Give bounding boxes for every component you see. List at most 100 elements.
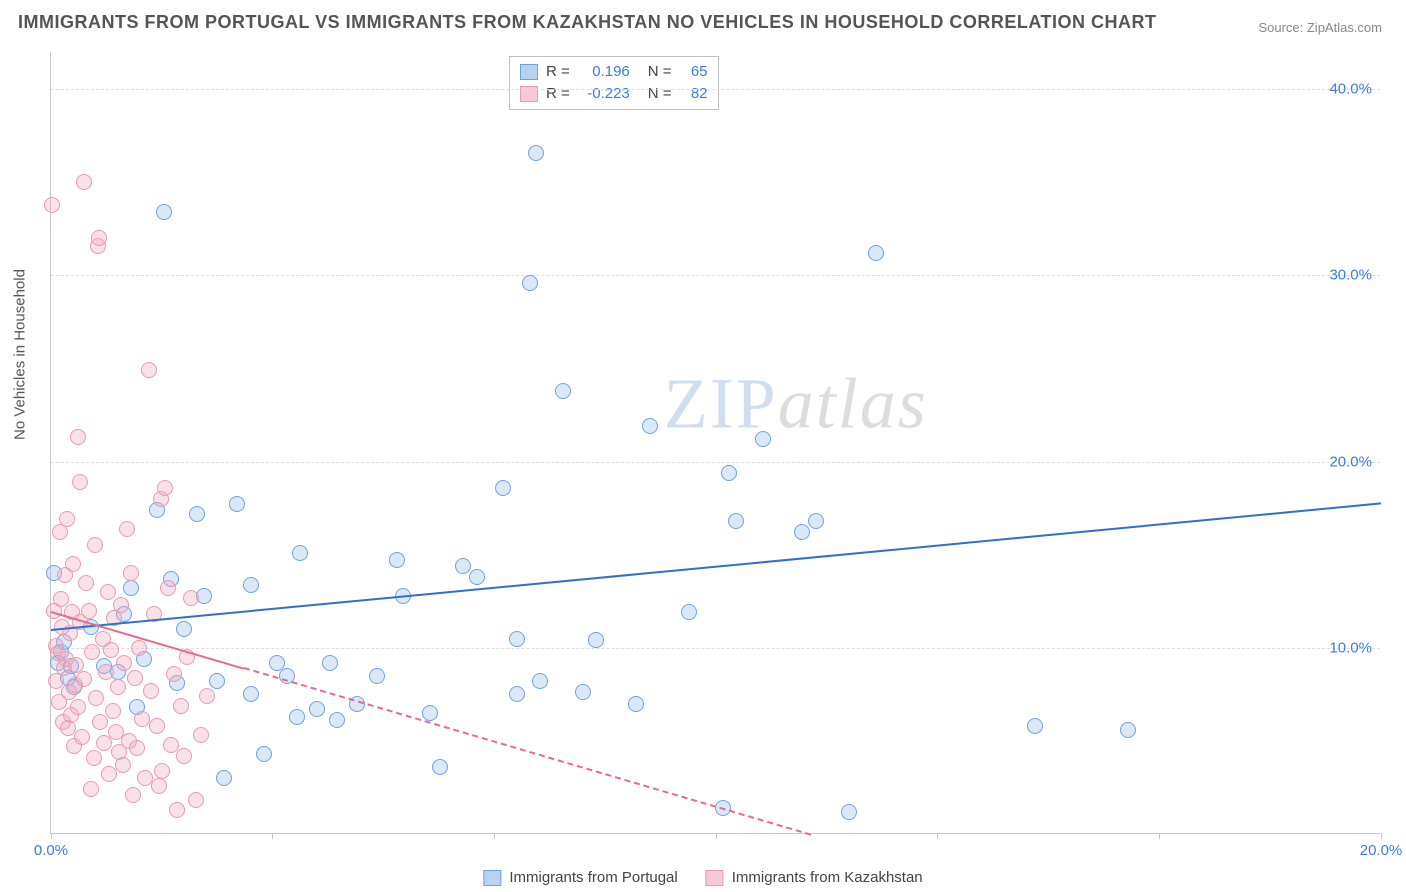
stat-n-label: N = xyxy=(648,83,672,105)
data-point xyxy=(86,750,102,766)
data-point xyxy=(455,558,471,574)
data-point xyxy=(189,506,205,522)
data-point xyxy=(87,537,103,553)
data-point xyxy=(65,556,81,572)
data-point xyxy=(88,690,104,706)
chart-title: IMMIGRANTS FROM PORTUGAL VS IMMIGRANTS F… xyxy=(18,12,1156,33)
data-point xyxy=(329,712,345,728)
source-prefix: Source: xyxy=(1258,20,1306,35)
data-point xyxy=(160,580,176,596)
data-point xyxy=(309,701,325,717)
source-attribution: Source: ZipAtlas.com xyxy=(1258,20,1382,35)
data-point xyxy=(44,197,60,213)
stat-r-value: -0.223 xyxy=(578,83,630,105)
data-point xyxy=(151,778,167,794)
data-point xyxy=(289,709,305,725)
data-point xyxy=(728,513,744,529)
data-point xyxy=(588,632,604,648)
data-point xyxy=(243,577,259,593)
data-point xyxy=(59,511,75,527)
data-point xyxy=(509,631,525,647)
data-point xyxy=(157,480,173,496)
data-point xyxy=(70,699,86,715)
data-point xyxy=(131,640,147,656)
data-point xyxy=(216,770,232,786)
legend-swatch-icon xyxy=(706,870,724,886)
data-point xyxy=(555,383,571,399)
data-point xyxy=(575,684,591,700)
data-point xyxy=(243,686,259,702)
data-point xyxy=(841,804,857,820)
data-point xyxy=(76,671,92,687)
y-tick-label: 10.0% xyxy=(1329,639,1372,656)
x-tick xyxy=(272,833,273,839)
stats-swatch-icon xyxy=(520,64,538,80)
data-point xyxy=(156,204,172,220)
data-point xyxy=(528,145,544,161)
grid-line xyxy=(51,89,1380,90)
data-point xyxy=(143,683,159,699)
stat-n-value: 65 xyxy=(680,61,708,83)
data-point xyxy=(91,230,107,246)
data-point xyxy=(292,545,308,561)
data-point xyxy=(369,668,385,684)
x-tick xyxy=(51,833,52,839)
y-axis-label: No Vehicles in Household xyxy=(12,269,29,440)
stats-row: R = 0.196 N = 65 xyxy=(520,61,708,83)
data-point xyxy=(72,474,88,490)
data-point xyxy=(76,174,92,190)
y-tick-label: 30.0% xyxy=(1329,267,1372,284)
data-point xyxy=(123,580,139,596)
data-point xyxy=(794,524,810,540)
data-point xyxy=(149,718,165,734)
stat-r-label: R = xyxy=(546,61,570,83)
data-point xyxy=(141,362,157,378)
data-point xyxy=(125,787,141,803)
data-point xyxy=(110,679,126,695)
x-tick xyxy=(494,833,495,839)
x-tick xyxy=(716,833,717,839)
data-point xyxy=(469,569,485,585)
data-point xyxy=(98,664,114,680)
grid-line xyxy=(51,462,1380,463)
x-tick xyxy=(937,833,938,839)
data-point xyxy=(154,763,170,779)
data-point xyxy=(422,705,438,721)
data-point xyxy=(495,480,511,496)
stat-r-label: R = xyxy=(546,83,570,105)
source-link[interactable]: ZipAtlas.com xyxy=(1307,20,1382,35)
data-point xyxy=(105,703,121,719)
data-point xyxy=(84,644,100,660)
x-tick-label: 20.0% xyxy=(1360,842,1403,859)
legend-item-portugal: Immigrants from Portugal xyxy=(483,869,677,886)
x-tick xyxy=(1159,833,1160,839)
data-point xyxy=(755,431,771,447)
data-point xyxy=(183,590,199,606)
data-point xyxy=(74,729,90,745)
data-point xyxy=(188,792,204,808)
data-point xyxy=(127,670,143,686)
grid-line xyxy=(51,648,1380,649)
data-point xyxy=(119,521,135,537)
stat-n-label: N = xyxy=(648,61,672,83)
data-point xyxy=(134,711,150,727)
y-tick-label: 40.0% xyxy=(1329,81,1372,98)
data-point xyxy=(532,673,548,689)
data-point xyxy=(163,737,179,753)
data-point xyxy=(83,781,99,797)
data-point xyxy=(78,575,94,591)
watermark: ZIPatlas xyxy=(664,362,928,445)
data-point xyxy=(176,748,192,764)
watermark-atlas: atlas xyxy=(778,363,928,443)
stat-n-value: 82 xyxy=(680,83,708,105)
data-point xyxy=(199,688,215,704)
legend-label: Immigrants from Kazakhstan xyxy=(732,869,923,886)
plot-area: ZIPatlas R = 0.196 N = 65 R = -0.223 N = 82 10.… xyxy=(50,52,1380,834)
series-legend: Immigrants from Portugal Immigrants from… xyxy=(483,869,922,886)
data-point xyxy=(1027,718,1043,734)
data-point xyxy=(70,429,86,445)
trend-line xyxy=(244,667,812,836)
data-point xyxy=(129,740,145,756)
stat-r-value: 0.196 xyxy=(578,61,630,83)
data-point xyxy=(642,418,658,434)
